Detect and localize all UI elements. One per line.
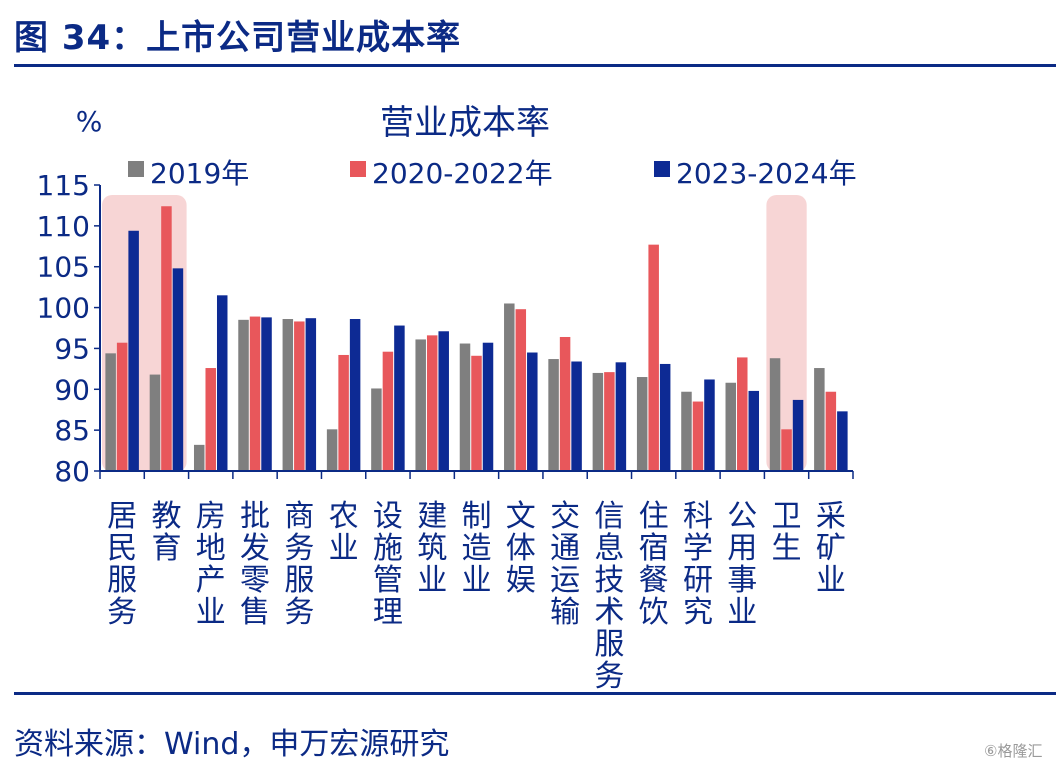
bar [459,343,471,471]
bar [592,372,604,471]
bar [571,361,582,471]
bar [692,401,704,471]
bar [382,351,394,471]
bar [294,321,305,471]
bar [193,444,205,471]
y-axis-ticks: 80 85 90 95 100 105 110 115 [37,169,100,488]
x-tick-label: 建筑业 [417,499,447,598]
bar [548,359,559,471]
bar [681,391,692,471]
bar [615,362,627,471]
bar [737,357,748,471]
x-tick-label: 农业 [329,499,359,566]
x-tick-label: 商务服务 [284,499,314,630]
bars [105,206,848,471]
source-note: 资料来源：Wind，申万宏源研究 [14,727,450,762]
bar [205,368,216,471]
x-tick-label: 交通运输 [550,499,580,630]
legend-label: 2020-2022年 [372,157,553,190]
x-tick-label: 房地产业 [196,499,226,630]
bar [371,388,382,471]
legend: 2019年 2020-2022年 2023-2024年 [128,157,857,190]
bar [426,335,438,471]
y-tick-label: 115 [37,169,90,202]
x-tick-label: 制造业 [462,499,492,598]
legend-label: 2023-2024年 [676,157,857,190]
bar [659,363,671,471]
bar [559,336,571,471]
bar [172,268,184,471]
top-rule [14,64,1056,67]
bar [161,206,172,471]
x-tick-label: 科学研究 [683,499,713,630]
y-tick-label: 85 [54,414,90,447]
bar [725,382,737,471]
figure-title: 图 34：上市公司营业成本率 [14,18,462,58]
y-axis-unit: % [76,105,103,138]
bar [305,318,317,471]
bar [704,379,715,471]
bar [249,316,261,471]
bar [769,358,781,471]
x-tick-label: 居民服务 [107,499,137,630]
bar [149,374,161,471]
bar [837,411,848,471]
bar-chart: 营业成本率 % 2019年 2020-2022年 2023-2024年 80 85 90… [37,103,857,694]
bar [482,342,494,471]
legend-swatch [350,161,366,177]
bar [216,295,228,471]
bar [394,325,405,471]
bar [349,319,361,471]
y-tick-label: 105 [37,251,90,284]
x-tick-label: 住宿餐饮 [639,499,669,630]
watermark: ⑥格隆汇 [984,742,1043,760]
bottom-rule [14,692,1056,695]
x-tick-label: 教育 [151,499,181,566]
bar [636,377,648,471]
bar [338,354,349,471]
bar [814,368,825,471]
bar [504,303,515,471]
y-tick-label: 90 [54,373,90,406]
y-tick-label: 80 [54,455,90,488]
bar [415,339,426,471]
bar [792,399,804,471]
x-tick-label: 批发零售 [240,499,270,630]
bar [604,372,615,471]
axes [99,185,854,479]
x-tick-label: 卫生 [772,499,802,566]
bar [238,319,249,471]
x-axis-labels: 居民服务教育房地产业批发零售商务服务农业设施管理建筑业制造业文体娱交通运输信息技… [107,499,846,694]
bar [438,331,449,471]
chart-title: 营业成本率 [380,103,550,143]
bar [527,352,538,471]
bar [748,390,760,471]
x-tick-label: 公用事业 [727,499,757,630]
bar [515,309,527,471]
x-tick-label: 采矿业 [816,499,846,598]
bar [471,355,482,471]
bar [116,342,128,471]
legend-swatch [654,161,670,177]
legend-swatch [128,161,144,177]
bar [648,244,659,471]
y-tick-label: 100 [37,292,90,325]
bar [282,319,294,471]
legend-label: 2019年 [150,157,249,190]
bar [128,230,139,471]
x-tick-label: 信息技术服务 [594,499,624,694]
bar [261,317,272,471]
y-tick-label: 110 [37,210,90,243]
bar [825,391,837,471]
bar [105,353,116,471]
x-tick-label: 文体娱 [506,499,536,598]
y-tick-label: 95 [54,332,90,365]
bar [781,429,792,471]
x-tick-label: 设施管理 [373,499,403,630]
bar [326,429,338,471]
